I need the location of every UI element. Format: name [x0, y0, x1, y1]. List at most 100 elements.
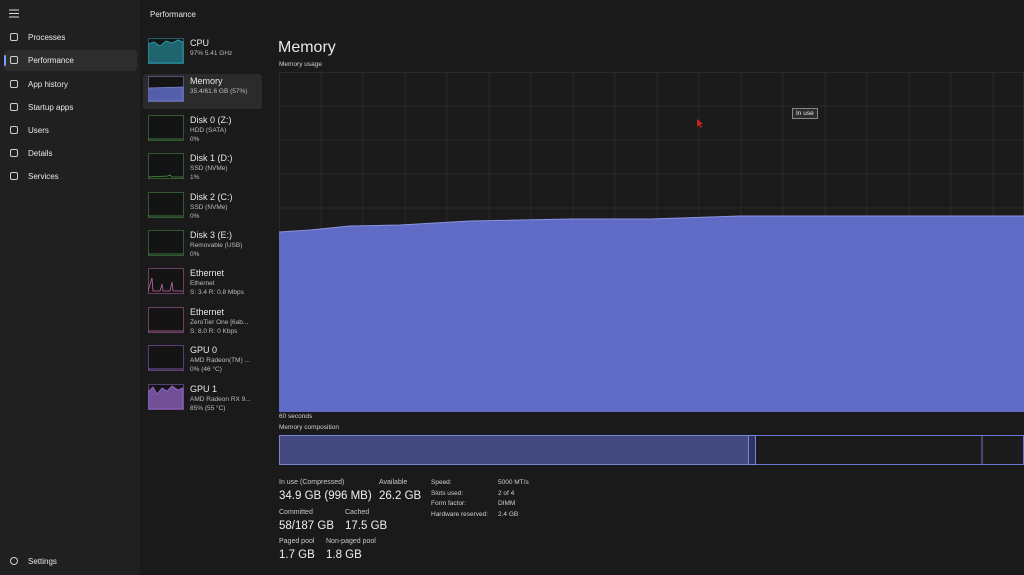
device-item[interactable]: Disk 3 (E:) Removable (USB) 0%: [143, 228, 262, 263]
device-detail: 85% (55 °C): [190, 404, 226, 412]
nav-item[interactable]: App history: [4, 74, 137, 95]
device-name: Disk 3 (E:): [190, 230, 233, 240]
device-item[interactable]: GPU 1 AMD Radeon RX 9... 85% (55 °C): [143, 382, 262, 417]
device-name: GPU 1: [190, 383, 218, 394]
device-detail: SSD (NVMe): [190, 203, 228, 211]
usage-area: [279, 216, 1024, 412]
device-thumbnail: [148, 76, 184, 103]
spec-label: Speed:: [431, 479, 452, 486]
device-thumbnail: [148, 153, 184, 180]
spec-value: DIMM: [498, 500, 516, 507]
graph-label: Memory usage: [279, 61, 322, 68]
device-detail: S: 3.4 R: 0.8 Mbps: [190, 289, 244, 297]
thumbnail-plot: [148, 86, 184, 102]
composition-label: Memory composition: [279, 424, 339, 431]
page-title: Performance: [150, 10, 196, 19]
thumbnail-plot: [148, 39, 184, 64]
icon: [10, 172, 18, 180]
detail-title: Memory: [278, 39, 336, 56]
stat-label: In use (Compressed): [279, 479, 345, 486]
modified-segment[interactable]: [748, 435, 756, 465]
nav-item[interactable]: Startup apps: [4, 97, 137, 118]
icon: [10, 126, 18, 134]
nav-settings[interactable]: Settings: [4, 551, 137, 572]
nav-label: App history: [28, 80, 69, 89]
device-name: GPU 0: [190, 345, 218, 356]
device-name: Ethernet: [190, 306, 225, 317]
device-name: Disk 0 (Z:): [190, 114, 232, 125]
nav-item[interactable]: Processes: [4, 27, 137, 48]
nav-label: Details: [28, 149, 53, 158]
device-detail: 0% (46 °C): [190, 366, 222, 374]
spec-value: 2.4 GB: [498, 510, 519, 518]
stat-label: Committed: [279, 509, 313, 516]
thumbnail-plot: [148, 174, 183, 178]
thumbnail-frame: [148, 153, 184, 180]
thumbnail-plot: [148, 385, 184, 409]
nav-item[interactable]: Services: [4, 166, 137, 187]
device-detail: 0%: [190, 251, 200, 258]
stat-value: 58/187 GB: [279, 520, 334, 532]
device-item[interactable]: CPU 97% 5.41 GHz: [143, 36, 262, 71]
device-thumbnail: [148, 383, 184, 410]
spec-value: 2 of 4: [498, 489, 515, 497]
nav-label: Performance: [28, 56, 74, 65]
stat-value: 34.9 GB (996 MB): [279, 490, 372, 502]
time-label: 60 seconds: [279, 413, 313, 420]
nav-item[interactable]: Details: [4, 143, 137, 164]
device-item[interactable]: Ethernet ZeroTier One [6ab... S: 8.0 R: 0 …: [143, 305, 262, 340]
device-detail: AMD Radeon(TM) ...: [190, 357, 250, 365]
device-item[interactable]: Ethernet Ethernet S: 3.4 R: 0.8 Mbps: [143, 266, 262, 301]
device-item[interactable]: Disk 0 (Z:) HDD (SATA) 0%: [143, 113, 262, 148]
stat-label: Cached: [345, 509, 370, 516]
spec-label: Hardware reserved:: [431, 510, 489, 518]
device-detail: 0%: [190, 212, 200, 220]
tooltip: In use: [792, 108, 818, 119]
device-detail: 0%: [190, 135, 200, 143]
icon: [10, 103, 18, 111]
nav-item[interactable]: Performance: [4, 50, 137, 71]
thumbnail-frame: [148, 191, 184, 218]
device-detail: S: 8.0 R: 0 Kbps: [190, 327, 238, 335]
device-name: Memory: [190, 76, 223, 87]
thumbnail-frame: [148, 306, 184, 333]
device-name: Disk 1 (D:): [190, 153, 233, 164]
sidebar: Processes Performance App history Startup a…: [0, 0, 140, 575]
device-item[interactable]: GPU 0 AMD Radeon(TM) ... 0% (46 °C): [143, 343, 262, 378]
composition-bar: [279, 435, 1024, 465]
memory-graph: [279, 72, 1024, 412]
mouse-cursor: [697, 119, 703, 128]
device-detail: ZeroTier One [6ab...: [190, 318, 249, 326]
device-name: CPU: [190, 38, 210, 48]
stat-value: 1.7 GB: [279, 549, 315, 561]
stat-label: Non-paged pool: [326, 538, 376, 545]
device-thumbnail: [148, 345, 184, 372]
menu-button[interactable]: [9, 9, 19, 18]
usage-line: [279, 215, 1024, 233]
in-use-segment[interactable]: [279, 435, 749, 465]
icon: [10, 80, 18, 88]
icon: [10, 557, 18, 565]
nav-item[interactable]: Users: [4, 120, 137, 141]
icon: [10, 33, 18, 41]
device-thumbnail: [148, 114, 184, 141]
device-detail: 1%: [190, 174, 200, 182]
nav-label: Startup apps: [28, 103, 74, 112]
device-detail: HDD (SATA): [190, 126, 227, 134]
device-thumbnail: [148, 230, 184, 256]
device-detail: 35.4/61.6 GB (57%): [190, 88, 248, 96]
stat-value: 1.8 GB: [326, 549, 362, 561]
stat-label: Paged pool: [279, 538, 315, 545]
device-name: Disk 2 (C:): [190, 191, 233, 202]
nav-label: Users: [28, 126, 49, 135]
stat-label: Available: [379, 479, 408, 486]
device-item[interactable]: Memory 35.4/61.6 GB (57%): [143, 74, 262, 110]
icon: [10, 149, 18, 157]
device-thumbnail: [148, 38, 184, 64]
device-item[interactable]: Disk 2 (C:) SSD (NVMe) 0%: [143, 190, 262, 225]
stat-value: 17.5 GB: [345, 520, 388, 532]
icon: [10, 56, 18, 64]
spec-label: Slots used:: [431, 489, 464, 497]
device-item[interactable]: Disk 1 (D:) SSD (NVMe) 1%: [143, 151, 262, 186]
